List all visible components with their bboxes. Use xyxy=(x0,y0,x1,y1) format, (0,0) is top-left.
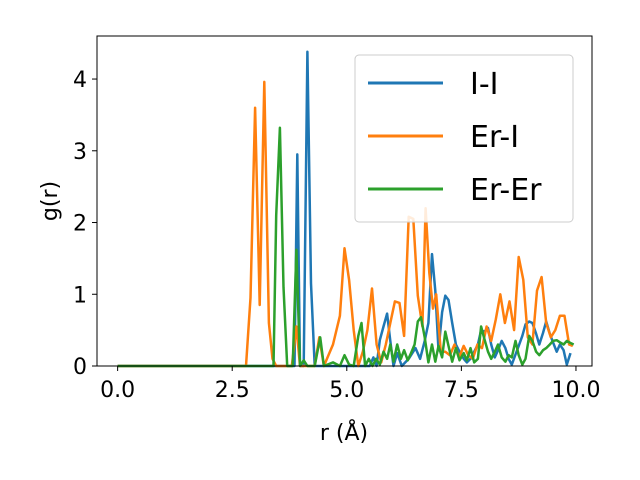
x-tick-label: 7.5 xyxy=(444,378,479,403)
y-tick-label: 2 xyxy=(73,212,87,237)
x-tick-label: 5.0 xyxy=(329,378,364,403)
legend: I-I Er-I Er-Er xyxy=(354,54,574,223)
x-axis-label: r (Å) xyxy=(320,419,368,446)
y-axis-label: g(r) xyxy=(38,181,63,221)
series-line-2 xyxy=(117,126,575,368)
axis-ticks: 0.0 2.5 5.0 7.5 10.0 0 1 2 3 4 xyxy=(73,68,600,403)
legend-label: I-I xyxy=(470,67,499,102)
y-tick-label: 0 xyxy=(73,355,87,380)
y-tick-label: 4 xyxy=(73,68,87,93)
y-tick-label: 3 xyxy=(73,140,87,165)
legend-frame xyxy=(354,54,574,223)
legend-label: Er-Er xyxy=(470,173,542,208)
x-tick-label: 0.0 xyxy=(100,378,135,403)
y-tick-label: 1 xyxy=(73,283,87,308)
x-tick-label: 2.5 xyxy=(215,378,250,403)
plot-frame xyxy=(96,35,593,367)
x-tick-label: 10.0 xyxy=(551,378,600,403)
legend-label: Er-I xyxy=(470,120,519,155)
